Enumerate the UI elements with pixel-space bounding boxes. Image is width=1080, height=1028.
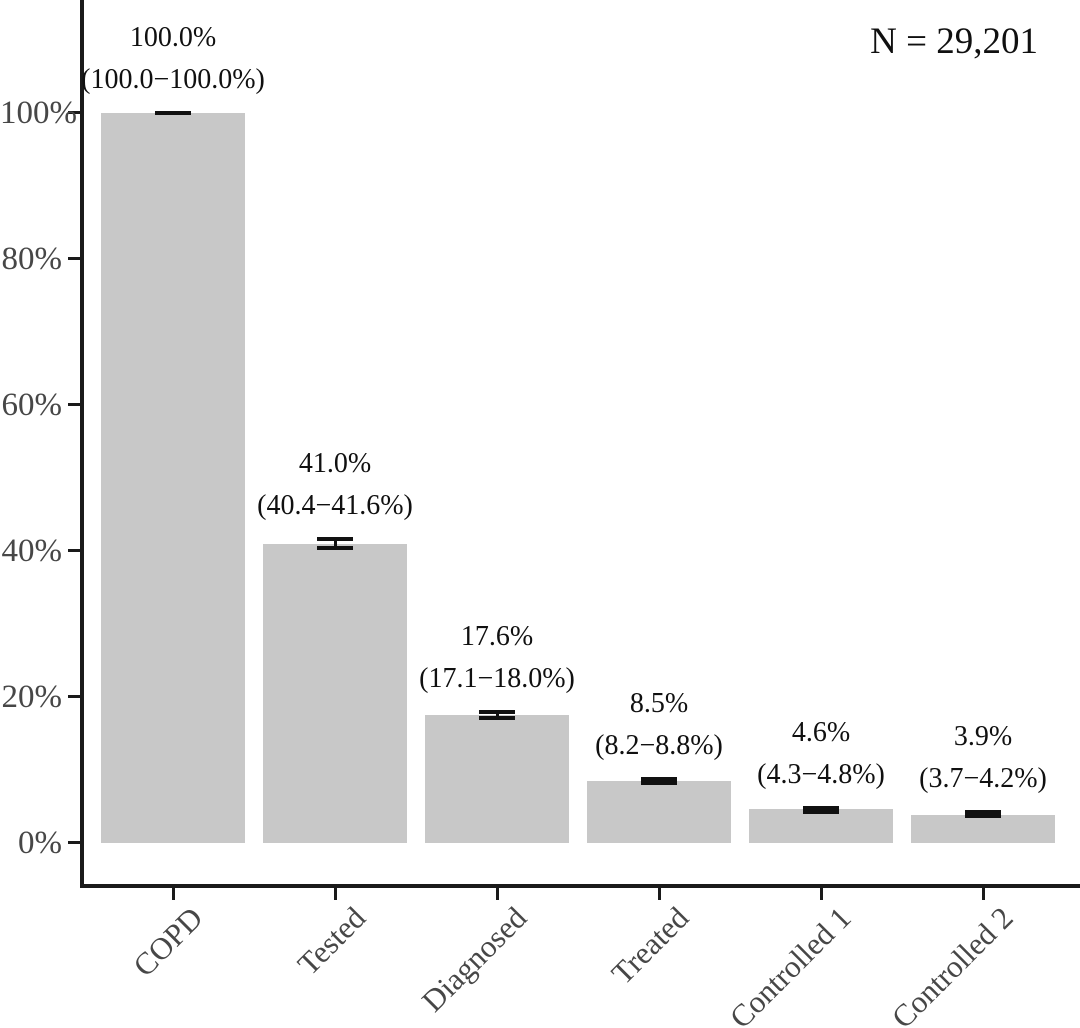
bar-value-label: 8.5% (8.2−8.8%) (595, 683, 723, 767)
bar-value-label: 3.9% (3.7−4.2%) (919, 716, 1047, 800)
bar-percent-text: 41.0% (298, 448, 372, 480)
error-bar-cap (317, 546, 353, 551)
y-axis-tick (68, 695, 80, 698)
bar-percent-text: 3.9% (953, 721, 1013, 753)
error-bar-cap (803, 805, 839, 810)
x-axis-tick (658, 888, 661, 900)
error-bar-cap (965, 810, 1001, 815)
error-bar-connector (333, 539, 337, 549)
x-axis-tick (982, 888, 985, 900)
x-axis-category-label: Treated (604, 900, 696, 991)
bar (263, 543, 407, 843)
y-axis-tick-label: 20% (1, 679, 63, 715)
x-axis-category-label: Tested (290, 900, 372, 982)
x-axis-tick (496, 888, 499, 900)
bar (101, 113, 245, 843)
x-axis-tick (172, 888, 175, 900)
bar-ci-text: (17.1−18.0%) (419, 662, 575, 694)
bar-value-label: 100.0% (100.0−100.0%) (81, 17, 265, 101)
y-axis-tick (68, 111, 80, 114)
bar-percent-text: 8.5% (629, 687, 689, 719)
bar-percent-text: 100.0% (129, 22, 217, 53)
y-axis-tick-label: 100% (0, 95, 77, 131)
error-bar-cap (155, 111, 191, 115)
x-axis-tick (820, 888, 823, 900)
bar (587, 780, 731, 843)
bar-ci-text: (40.4−41.6%) (257, 490, 413, 522)
error-bar-connector (657, 778, 661, 784)
error-bar-connector (495, 711, 499, 719)
sample-size-annotation: N = 29,201 (870, 21, 1038, 62)
x-axis-tick (334, 888, 337, 900)
y-axis-tick-label: 80% (1, 241, 63, 277)
bar-ci-text: (4.3−4.8%) (757, 758, 885, 790)
y-axis-tick (68, 549, 80, 552)
bar (425, 714, 569, 843)
bar-percent-text: 17.6% (460, 620, 534, 652)
error-bar-cap (317, 537, 353, 542)
x-axis-line (80, 884, 1080, 888)
bar-ci-text: (3.7−4.2%) (919, 763, 1047, 795)
error-bar-cap (803, 809, 839, 814)
x-axis-category-label: COPD (126, 900, 210, 984)
bar-ci-text: (8.2−8.8%) (595, 729, 723, 761)
y-axis-tick-label: 40% (1, 533, 63, 569)
x-axis-category-label: Controlled 2 (884, 900, 1020, 1028)
error-bar-cap (479, 709, 515, 714)
bar-percent-text: 4.6% (791, 716, 851, 748)
y-axis-tick-label: 0% (18, 825, 62, 861)
error-bar-cap (641, 781, 677, 786)
error-bar-cap (965, 813, 1001, 818)
x-axis-category-label: Controlled 1 (722, 900, 858, 1028)
y-axis-tick (68, 403, 80, 406)
error-bar-cap (641, 776, 677, 781)
error-bar-cap (479, 716, 515, 721)
bar (911, 814, 1055, 843)
y-axis-line (80, 0, 84, 888)
y-axis-tick-label: 60% (1, 387, 63, 423)
bar-ci-text: (100.0−100.0%) (81, 64, 265, 95)
y-axis-tick (68, 257, 80, 260)
x-axis-category-label: Diagnosed (415, 900, 534, 1019)
y-axis-tick (68, 841, 80, 844)
bar-value-label: 17.6% (17.1−18.0%) (419, 616, 575, 700)
bar-value-label: 4.6% (4.3−4.8%) (757, 712, 885, 796)
bar (749, 809, 893, 843)
bar-value-label: 41.0% (40.4−41.6%) (257, 443, 413, 527)
